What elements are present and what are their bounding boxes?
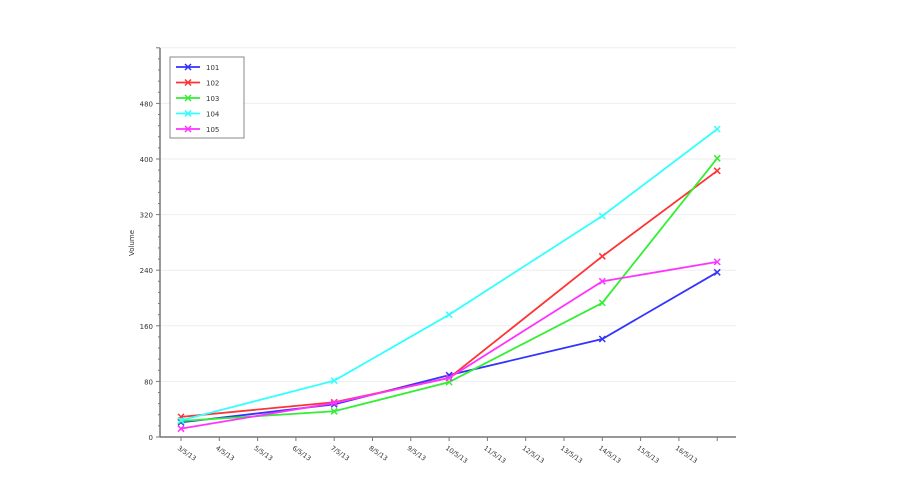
data-point-marker xyxy=(713,125,721,133)
data-point-marker xyxy=(177,416,185,424)
legend-marker-icon xyxy=(184,78,192,87)
legend-item-104: 104 xyxy=(176,109,220,119)
legend: 101 102 103 104 105 xyxy=(169,56,245,139)
x-tick-label: 8/5/13 xyxy=(367,444,389,463)
series-101 xyxy=(177,268,721,426)
legend-marker-icon xyxy=(184,94,192,102)
legend-label: 103 xyxy=(206,95,219,103)
legend-label: 101 xyxy=(206,64,219,72)
data-point-marker xyxy=(598,212,606,220)
x-tick-label: 10/5/13 xyxy=(444,444,469,465)
series-105 xyxy=(177,258,721,433)
series-line xyxy=(180,170,718,418)
data-point-marker xyxy=(598,335,606,343)
y-tick-label: 400 xyxy=(140,156,153,164)
legend-label: 104 xyxy=(206,111,220,119)
data-point-marker xyxy=(713,154,721,162)
data-point-marker xyxy=(445,374,453,382)
series-104 xyxy=(177,125,721,424)
x-tick-label: 14/5/13 xyxy=(597,444,622,465)
x-tick-label: 7/5/13 xyxy=(329,444,351,463)
y-tick-label: 0 xyxy=(149,434,153,442)
y-tick-label: 240 xyxy=(140,267,153,275)
y-tick-label: 160 xyxy=(140,323,153,331)
legend-marker-icon xyxy=(184,109,192,118)
data-point-marker xyxy=(713,258,721,266)
data-point-marker xyxy=(598,252,606,260)
series-line xyxy=(180,260,718,430)
data-point-marker xyxy=(330,407,338,415)
legend-item-105: 105 xyxy=(176,125,219,134)
x-tick-label: 4/5/13 xyxy=(214,444,236,463)
x-tick-label: 5/5/13 xyxy=(252,444,274,463)
data-point-marker xyxy=(177,425,185,433)
y-axis-label: Volume xyxy=(128,230,136,256)
legend-item-103: 103 xyxy=(176,94,219,103)
y-tick-label: 80 xyxy=(144,378,153,386)
data-point-marker xyxy=(445,311,453,319)
x-tick-label: 13/5/13 xyxy=(559,444,584,465)
legend-marker-icon xyxy=(184,63,192,71)
data-point-marker xyxy=(713,167,721,175)
x-tick-label: 12/5/13 xyxy=(521,444,546,465)
x-tick-label: 3/5/13 xyxy=(176,444,198,463)
y-tick-label: 480 xyxy=(140,100,153,108)
x-tick-label: 11/5/13 xyxy=(482,444,507,465)
x-tick-label: 9/5/13 xyxy=(406,444,428,463)
legend-marker-icon xyxy=(184,125,192,133)
data-point-marker xyxy=(598,299,606,307)
series-103 xyxy=(177,154,721,425)
x-tick-label: 6/5/13 xyxy=(291,444,313,463)
legend-item-101: 101 xyxy=(176,63,219,72)
data-point-marker xyxy=(713,268,721,276)
data-point-marker xyxy=(330,377,338,385)
data-point-marker xyxy=(330,399,338,407)
x-tick-label: 16/5/13 xyxy=(674,444,699,465)
legend-label: 105 xyxy=(206,126,219,134)
legend-item-102: 102 xyxy=(176,78,219,88)
y-tick-label: 320 xyxy=(140,212,153,220)
data-point-marker xyxy=(598,277,606,285)
x-tick-label: 15/5/13 xyxy=(635,444,660,465)
legend-label: 102 xyxy=(206,80,219,88)
